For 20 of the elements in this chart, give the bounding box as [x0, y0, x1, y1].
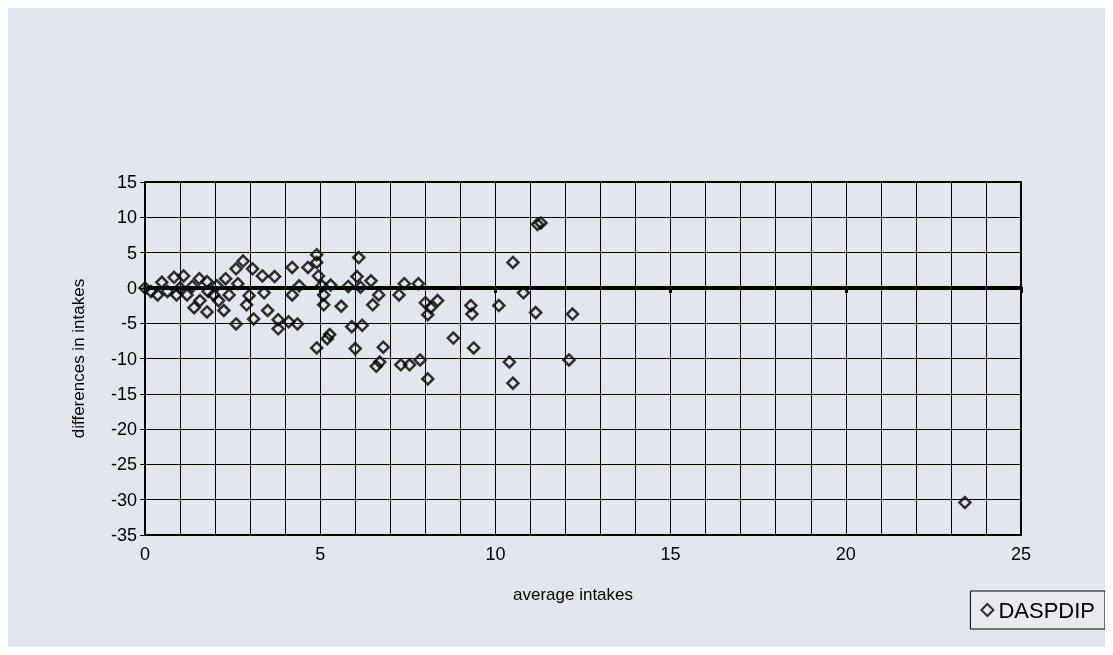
- y-tick-label: 10: [116, 207, 137, 228]
- y-tick-label: -20: [110, 419, 137, 440]
- y-tick-label: -35: [110, 525, 137, 545]
- y-tick-label: -25: [110, 454, 137, 475]
- y-tick-label: 5: [126, 242, 137, 263]
- x-tick-label: 15: [660, 544, 681, 564]
- y-axis-title: differences in intakes: [69, 278, 88, 439]
- y-tick-label: -15: [110, 383, 137, 404]
- x-tick-label: 25: [1010, 544, 1032, 564]
- x-axis-title: average intakes: [513, 585, 634, 604]
- y-tick-label: -30: [110, 489, 137, 510]
- legend-label: DASPDIP: [998, 597, 1096, 623]
- y-tick-label: 0: [126, 277, 137, 298]
- x-tick-label: 0: [139, 544, 151, 564]
- x-tick-label: 5: [315, 544, 326, 564]
- x-tick-label: 20: [835, 544, 856, 564]
- y-tick-label: -5: [120, 313, 137, 334]
- x-tick-label: 10: [485, 544, 506, 564]
- y-tick-label: -10: [110, 348, 137, 369]
- y-tick-label: 15: [116, 172, 137, 192]
